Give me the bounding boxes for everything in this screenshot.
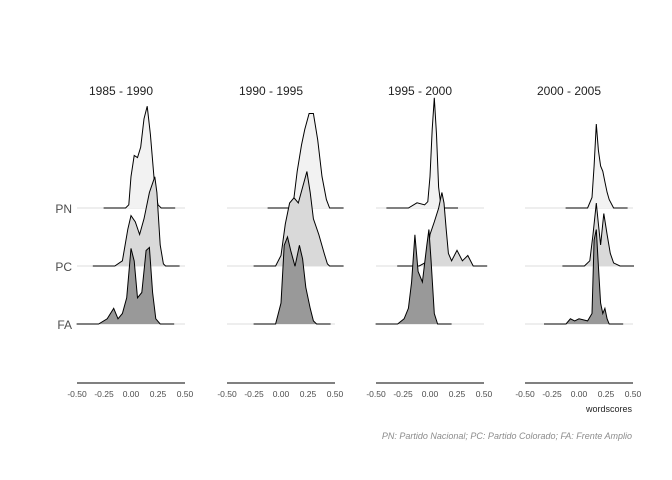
ridge-line-pc [253,171,344,267]
x-tick-label: -0.25 [244,389,264,399]
panel-title: 1990 - 1995 [239,84,303,98]
ridge-line-pn [565,123,628,209]
x-tick-label: 0.00 [422,389,439,399]
ridge-line-fa [375,229,452,325]
ridge-line-pc [562,202,634,267]
ridge-line-fa [76,246,175,325]
group-label-pc: PC [55,260,72,274]
panel-title: 2000 - 2005 [537,84,601,98]
ridge-fill-fa [397,229,438,324]
x-tick-label: -0.50 [217,389,237,399]
ridge-fill-pn [289,113,330,208]
ridge-fill-fa [275,236,317,324]
group-label-fa: FA [57,318,72,332]
x-tick-label: 0.50 [177,389,194,399]
x-tick-label: -0.50 [67,389,87,399]
x-tick-label: 0.25 [300,389,317,399]
ridge-fill-pc [584,203,620,266]
panel-title: 1995 - 2000 [388,84,452,98]
x-axis-label: wordscores [585,404,633,414]
x-tick-label: 0.00 [123,389,140,399]
x-tick-label: 0.25 [598,389,615,399]
x-tick-label: -0.25 [542,389,562,399]
ridge-fill-fa [566,229,610,324]
x-tick-label: 0.50 [625,389,642,399]
x-tick-label: 0.50 [476,389,493,399]
x-tick-label: -0.25 [94,389,114,399]
ridge-fill-pc [419,192,474,266]
x-tick-label: 0.00 [273,389,290,399]
x-tick-label: 0.00 [571,389,588,399]
ridge-fill-pc [114,176,166,266]
x-tick-label: 0.25 [449,389,466,399]
x-tick-label: -0.25 [393,389,413,399]
caption: PN: Partido Nacional; PC: Partido Colora… [382,431,632,441]
ridge-line-fa [253,235,331,325]
ridge-fill-pn [408,97,444,208]
ridge-line-fa [544,229,624,325]
ridge-line-pc [92,176,180,267]
x-tick-label: -0.50 [515,389,535,399]
group-label-pn: PN [55,202,72,216]
x-tick-label: -0.50 [366,389,386,399]
panel-title: 1985 - 1990 [89,84,153,98]
x-tick-label: 0.50 [327,389,344,399]
x-tick-label: 0.25 [150,389,167,399]
ridge-line-pn [386,97,458,209]
